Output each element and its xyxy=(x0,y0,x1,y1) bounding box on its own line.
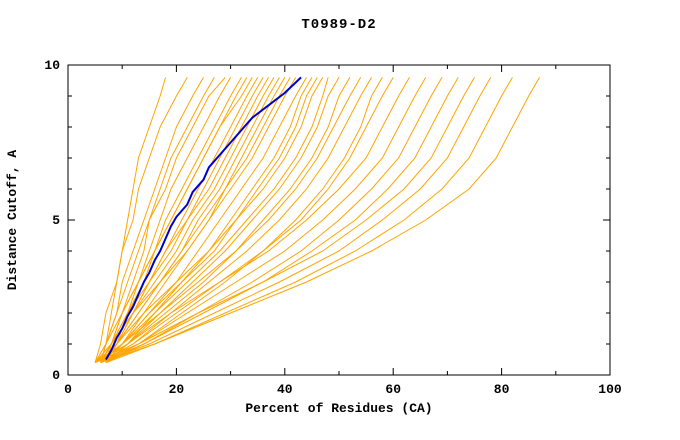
model-line xyxy=(100,77,351,364)
model-line xyxy=(105,77,383,364)
model-line xyxy=(94,77,297,363)
model-line xyxy=(94,77,226,363)
model-line xyxy=(105,77,513,364)
model-line xyxy=(100,77,427,364)
model-line xyxy=(100,77,232,363)
x-tick-label: 20 xyxy=(169,382,185,397)
model-line xyxy=(94,77,475,364)
model-line xyxy=(100,77,394,364)
y-axis-label: Distance Cutoff, A xyxy=(5,150,20,291)
y-tick-label: 10 xyxy=(44,58,60,73)
model-line xyxy=(100,77,167,363)
y-tick-label: 0 xyxy=(52,368,60,383)
plot-layer: 0 20 40 60 80 100 0 5 10 xyxy=(44,58,622,397)
x-axis-label: Percent of Residues (CA) xyxy=(245,401,432,416)
model-line xyxy=(105,77,340,363)
x-tick-label: 0 xyxy=(64,382,72,397)
model-line xyxy=(100,77,329,363)
model-line xyxy=(100,77,459,364)
model-line xyxy=(100,77,492,364)
model-line xyxy=(94,77,188,363)
model-line xyxy=(100,77,540,364)
x-tick-label: 40 xyxy=(277,382,293,397)
x-tick-label: 80 xyxy=(494,382,510,397)
model-line xyxy=(105,77,313,363)
model-line xyxy=(105,77,443,364)
x-tick-label: 60 xyxy=(385,382,401,397)
chart-title: T0989-D2 xyxy=(301,17,376,33)
model-line xyxy=(100,77,372,364)
model-line xyxy=(94,77,362,364)
model-line xyxy=(94,77,410,364)
highlight-line xyxy=(105,76,302,361)
y-tick-label: 5 xyxy=(52,213,60,228)
model-line xyxy=(100,77,291,363)
x-tick-label: 100 xyxy=(598,382,622,397)
model-line xyxy=(94,77,253,363)
model-line xyxy=(94,77,324,363)
model-line xyxy=(100,77,269,363)
